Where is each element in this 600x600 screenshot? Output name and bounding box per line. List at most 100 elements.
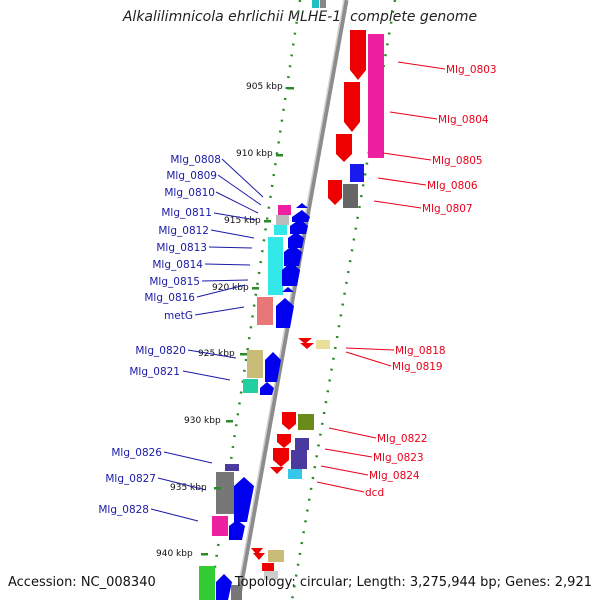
cds-arrow	[253, 553, 265, 560]
kbp-tick-label: 940 kbp	[156, 549, 193, 559]
cds-arrow	[251, 548, 263, 555]
leader-line	[397, 61, 446, 70]
cds-arrow	[284, 245, 302, 266]
gene-label: Mlg_0811	[161, 207, 212, 219]
backbone-highlight	[235, 0, 345, 600]
gene-label: Mlg_0826	[111, 447, 162, 459]
leader-line	[377, 177, 427, 186]
leader-line	[221, 158, 264, 198]
cds-arrow	[229, 520, 245, 540]
kbp-tick-mark	[252, 287, 259, 290]
gene-label: Mlg_0807	[422, 203, 473, 215]
leader-line	[345, 351, 392, 367]
kbp-tick-label: 930 kbp	[184, 416, 221, 426]
cds-arrow	[288, 232, 304, 248]
topology-label: Topology: circular; Length: 3,275,944 bp…	[234, 575, 592, 590]
cds-arrow	[282, 412, 296, 430]
gene-label: Mlg_0827	[105, 473, 156, 485]
cds-block	[264, 571, 278, 580]
cds-block	[368, 34, 384, 158]
kbp-tick-mark	[264, 220, 271, 223]
cds-arrow	[300, 343, 314, 349]
gene-label: Mlg_0806	[427, 180, 478, 192]
cds-top-fragment	[312, 0, 319, 8]
kbp-tick-mark	[226, 420, 233, 423]
leader-line	[328, 427, 377, 439]
cds-block	[274, 225, 287, 235]
gene-label: Mlg_0803	[446, 64, 497, 76]
gene-label: Mlg_0816	[144, 292, 195, 304]
gene-label: Mlg_0808	[170, 154, 221, 166]
cds-arrow	[350, 30, 366, 80]
leader-line	[389, 111, 438, 120]
gene-label: Mlg_0814	[152, 259, 203, 271]
cds-arrow	[282, 262, 300, 286]
leader-line	[316, 481, 365, 493]
kbp-tick-mark	[287, 87, 294, 90]
cds-block	[295, 438, 309, 450]
map-title: Alkalilimnicola ehrlichii MLHE-1, comple…	[122, 9, 478, 25]
leader-line	[196, 284, 246, 298]
leader-line	[201, 279, 249, 282]
leader-line	[194, 306, 245, 316]
cds-block	[298, 414, 314, 430]
leader-line	[163, 451, 213, 464]
cds-block	[288, 469, 302, 479]
leader-line	[213, 212, 257, 221]
accession-label: Accession: NC_008340	[8, 575, 156, 590]
cds-block	[276, 215, 289, 225]
leader-line	[204, 263, 251, 266]
cds-arrow	[292, 210, 310, 222]
inner-dotted-guide	[290, 0, 397, 600]
cds-arrow	[344, 82, 360, 132]
cds-arrow	[276, 298, 294, 328]
leader-line	[187, 349, 237, 359]
gene-label: Mlg_0819	[392, 361, 443, 373]
leader-line	[182, 370, 231, 381]
cds-block	[268, 237, 283, 295]
cds-block	[343, 184, 358, 208]
cds-block	[225, 464, 239, 471]
cds-block	[199, 566, 215, 600]
gene-label: Mlg_0813	[156, 242, 207, 254]
cds-arrow	[260, 382, 274, 395]
cds-arrow	[298, 338, 312, 344]
kbp-tick-label: 920 kbp	[212, 283, 249, 293]
gene-label: Mlg_0822	[377, 433, 428, 445]
kbp-tick-label: 925 kbp	[198, 349, 235, 359]
gene-label: Mlg_0823	[373, 452, 424, 464]
cds-block	[262, 563, 274, 571]
cds-arrow	[328, 180, 342, 205]
cds-block	[231, 585, 242, 600]
leader-line	[217, 174, 262, 206]
kbp-tick-mark	[201, 553, 208, 556]
gene-label: Mlg_0809	[166, 170, 217, 182]
leader-line	[157, 477, 207, 491]
cds-arrow	[234, 477, 254, 522]
cds-block	[268, 550, 284, 562]
leader-line	[320, 465, 369, 476]
gene-label: dcd	[365, 487, 384, 499]
leader-line	[324, 448, 373, 458]
kbp-tick-mark	[276, 154, 283, 157]
cds-arrow	[290, 219, 308, 234]
kbp-tick-label: 935 kbp	[170, 483, 207, 493]
leader-line	[215, 191, 259, 214]
backbone-line	[235, 0, 349, 600]
cds-top-fragment	[320, 0, 326, 8]
gene-label: Mlg_0828	[98, 504, 149, 516]
cds-block	[350, 164, 364, 182]
gene-label: Mlg_0815	[149, 276, 200, 288]
leader-line	[208, 246, 253, 249]
cds-block	[291, 450, 307, 469]
cds-arrow	[282, 287, 294, 292]
gene-label: Mlg_0804	[438, 114, 489, 126]
cds-arrow	[296, 203, 308, 208]
leader-line	[382, 152, 432, 161]
cds-arrow	[265, 352, 281, 382]
kbp-tick-label: 915 kbp	[224, 216, 261, 226]
gene-label: Mlg_0821	[129, 366, 180, 378]
leader-line	[373, 200, 422, 209]
gene-label: Mlg_0810	[164, 187, 215, 199]
